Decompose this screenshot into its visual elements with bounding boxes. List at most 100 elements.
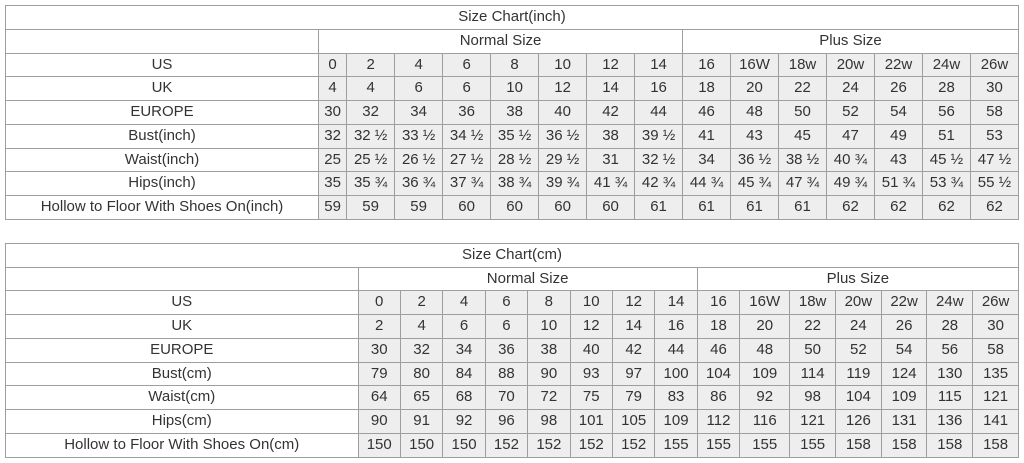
size-cell: 27 ½ <box>442 147 492 173</box>
size-cell: 38 ¾ <box>490 171 540 196</box>
size-cell: 8 <box>527 290 571 315</box>
size-cell: 38 <box>527 337 571 363</box>
size-cell: 60 <box>490 195 540 220</box>
size-cell: 121 <box>972 385 1019 410</box>
size-cell: 135 <box>972 361 1019 387</box>
size-cell: 141 <box>972 409 1019 434</box>
row-label: EUROPE <box>5 337 359 363</box>
size-cell: 34 <box>394 100 444 125</box>
size-cell: 12 <box>586 52 636 78</box>
size-cell: 136 <box>926 409 974 434</box>
size-cell: 6 <box>394 76 444 101</box>
size-cell: 158 <box>926 432 974 458</box>
size-cell: 116 <box>739 409 791 434</box>
size-cell: 150 <box>399 432 444 458</box>
size-cell: 18 <box>696 314 741 339</box>
size-cell: 44 <box>654 337 698 363</box>
size-cell: 26 <box>880 314 928 339</box>
size-cell: 155 <box>739 432 791 458</box>
size-cell: 88 <box>484 361 529 387</box>
size-cell: 22w <box>873 52 923 78</box>
size-cell: 51 <box>921 123 971 149</box>
size-cell: 62 <box>969 195 1020 220</box>
size-cell: 44 <box>634 100 684 125</box>
size-chart-inch-table: Size Chart(inch) Normal Size Plus Size US 0 2… <box>4 5 1020 220</box>
size-cell: 56 <box>926 337 974 363</box>
size-cell: 45 ½ <box>921 147 971 173</box>
table-row: US 0 2 4 6 8 10 12 14 16 16W 18w 20w 22w 24w 26w <box>5 290 1019 315</box>
table-title: Size Chart(inch) <box>5 5 1019 30</box>
size-cell: 43 <box>730 123 780 149</box>
size-cell: 65 <box>399 385 444 410</box>
size-cell: 24w <box>926 290 974 315</box>
size-cell: 28 ½ <box>490 147 540 173</box>
size-cell: 61 <box>682 195 732 220</box>
size-cell: 8 <box>490 52 540 78</box>
size-cell: 10 <box>527 314 571 339</box>
size-cell: 64 <box>357 385 401 410</box>
size-cell: 60 <box>586 195 636 220</box>
size-cell: 119 <box>835 361 882 387</box>
size-cell: 41 ¾ <box>586 171 636 196</box>
size-cell: 38 <box>490 100 540 125</box>
size-cell: 4 <box>394 52 444 78</box>
table-row: EUROPE 30 32 34 36 38 40 42 44 46 48 50 52 54 56 58 <box>4 100 1020 125</box>
size-cell: 32 ½ <box>346 123 396 149</box>
size-cell: 29 ½ <box>538 147 588 173</box>
size-cell: 68 <box>442 385 486 410</box>
size-cell: 98 <box>527 409 571 434</box>
size-cell: 42 ¾ <box>634 171 684 196</box>
size-cell: 6 <box>442 52 492 78</box>
size-cell: 92 <box>739 385 791 410</box>
size-cell: 2 <box>399 290 444 315</box>
group-header-row: Normal Size Plus Size <box>5 266 1020 292</box>
size-cell: 58 <box>969 100 1020 125</box>
size-cell: 104 <box>696 361 741 387</box>
group-header-plus-size: Plus Size <box>682 28 1019 54</box>
size-cell: 86 <box>696 385 741 410</box>
table-row: Hips(inch) 35 35 ¾ 36 ¾ 37 ¾ 38 ¾ 39 ¾ 41 ¾ 42 ¾… <box>4 171 1020 196</box>
size-cell: 34 <box>442 337 486 363</box>
size-cell: 26w <box>972 290 1019 315</box>
size-cell: 54 <box>880 337 928 363</box>
size-cell: 24w <box>921 52 971 78</box>
size-cell: 109 <box>654 409 698 434</box>
row-label: Waist(inch) <box>4 147 320 173</box>
size-cell: 32 <box>399 337 444 363</box>
size-cell: 152 <box>569 432 613 458</box>
size-cell: 0 <box>318 52 348 78</box>
table-row: EUROPE 30 32 34 36 38 40 42 44 46 48 50 52 54 56 58 <box>5 337 1019 363</box>
size-cell: 6 <box>484 290 529 315</box>
size-cell: 16 <box>696 290 741 315</box>
size-cell: 40 <box>569 337 613 363</box>
size-cell: 35 <box>318 171 348 196</box>
size-cell: 83 <box>654 385 698 410</box>
row-label: Hips(cm) <box>5 409 359 434</box>
row-label: Hips(inch) <box>4 171 320 196</box>
size-cell: 16 <box>634 76 684 101</box>
size-cell: 30 <box>318 100 348 125</box>
table-row: US 0 2 4 6 8 10 12 14 16 16W 18w 20w 22w 24w 26w <box>4 52 1020 78</box>
size-cell: 42 <box>611 337 656 363</box>
size-cell: 10 <box>538 52 588 78</box>
size-cell: 28 <box>926 314 974 339</box>
size-cell: 12 <box>569 314 613 339</box>
size-cell: 150 <box>357 432 401 458</box>
row-label: Hollow to Floor With Shoes On(inch) <box>4 195 320 220</box>
size-cell: 101 <box>569 409 613 434</box>
size-cell: 24 <box>835 314 882 339</box>
size-cell: 40 <box>538 100 588 125</box>
size-cell: 26w <box>969 52 1020 78</box>
size-cell: 4 <box>318 76 348 101</box>
size-cell: 2 <box>346 52 396 78</box>
table-row: UK 4 4 6 6 10 12 14 16 18 20 22 24 26 28 30 <box>4 76 1020 101</box>
size-cell: 109 <box>880 385 928 410</box>
size-cell: 32 ½ <box>634 147 684 173</box>
size-cell: 4 <box>442 290 486 315</box>
size-cell: 121 <box>789 409 836 434</box>
size-cell: 59 <box>346 195 396 220</box>
size-cell: 62 <box>921 195 971 220</box>
size-cell: 36 ¾ <box>394 171 444 196</box>
size-cell: 41 <box>682 123 732 149</box>
